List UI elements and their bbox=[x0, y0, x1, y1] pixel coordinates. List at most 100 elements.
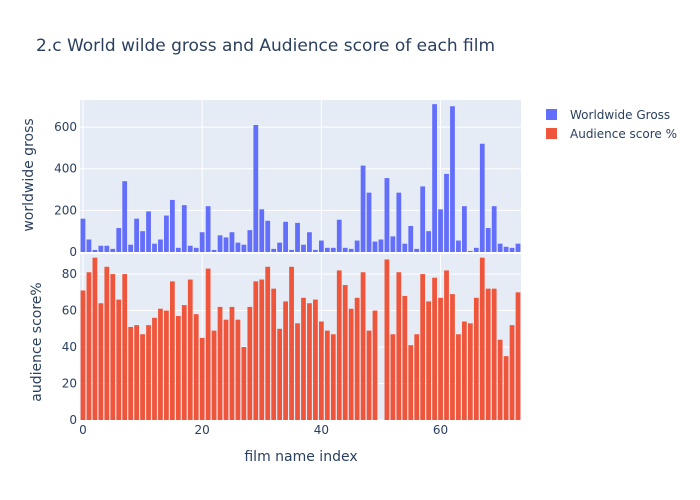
bar[interactable] bbox=[438, 209, 443, 252]
bar[interactable] bbox=[366, 330, 372, 420]
bar[interactable] bbox=[450, 106, 455, 252]
bar[interactable] bbox=[372, 241, 378, 252]
legend[interactable]: Worldwide Gross Audience score % bbox=[546, 108, 677, 141]
bar[interactable] bbox=[432, 277, 437, 420]
bar[interactable] bbox=[104, 266, 110, 420]
bar[interactable] bbox=[164, 215, 169, 252]
bar[interactable] bbox=[467, 250, 473, 252]
bar[interactable] bbox=[104, 245, 110, 252]
bar[interactable] bbox=[259, 209, 265, 252]
bar[interactable] bbox=[277, 242, 283, 252]
bar[interactable] bbox=[384, 259, 390, 420]
bar[interactable] bbox=[283, 301, 288, 420]
bar[interactable] bbox=[86, 272, 92, 420]
bar[interactable] bbox=[318, 321, 324, 420]
bar[interactable] bbox=[396, 272, 402, 420]
bar[interactable] bbox=[175, 316, 181, 420]
bar[interactable] bbox=[450, 294, 455, 420]
bar[interactable] bbox=[92, 257, 98, 420]
bar[interactable] bbox=[509, 247, 515, 252]
bar[interactable] bbox=[211, 330, 217, 420]
bar[interactable] bbox=[390, 334, 396, 420]
bar[interactable] bbox=[253, 124, 259, 252]
bar[interactable] bbox=[342, 285, 348, 420]
bar[interactable] bbox=[426, 231, 432, 252]
bar[interactable] bbox=[497, 339, 503, 420]
bar[interactable] bbox=[140, 231, 145, 252]
bar[interactable] bbox=[462, 206, 467, 252]
bar[interactable] bbox=[241, 244, 247, 252]
bar[interactable] bbox=[223, 319, 229, 420]
bar[interactable] bbox=[342, 247, 348, 252]
bar[interactable] bbox=[479, 143, 485, 252]
bar[interactable] bbox=[354, 240, 360, 252]
bar[interactable] bbox=[384, 178, 390, 252]
legend-label-gross[interactable]: Worldwide Gross bbox=[570, 108, 670, 122]
bar[interactable] bbox=[164, 310, 169, 420]
bar[interactable] bbox=[432, 104, 437, 252]
bar[interactable] bbox=[473, 247, 479, 252]
bar[interactable] bbox=[152, 243, 157, 252]
bar[interactable] bbox=[467, 323, 473, 420]
bar[interactable] bbox=[169, 199, 175, 252]
bar[interactable] bbox=[175, 247, 181, 252]
bar[interactable] bbox=[348, 308, 354, 420]
legend-swatch-gross[interactable] bbox=[546, 109, 557, 120]
bar[interactable] bbox=[313, 249, 318, 252]
bar[interactable] bbox=[122, 274, 128, 420]
bar[interactable] bbox=[271, 248, 277, 252]
bar[interactable] bbox=[193, 247, 199, 252]
bar[interactable] bbox=[390, 236, 396, 252]
bar[interactable] bbox=[187, 245, 193, 252]
bar[interactable] bbox=[360, 272, 366, 420]
bar[interactable] bbox=[348, 248, 354, 252]
bar[interactable] bbox=[509, 325, 515, 420]
bar[interactable] bbox=[503, 356, 509, 420]
bar[interactable] bbox=[491, 288, 497, 420]
bar[interactable] bbox=[295, 323, 300, 420]
bar[interactable] bbox=[205, 268, 211, 420]
bar[interactable] bbox=[479, 257, 485, 420]
bar[interactable] bbox=[247, 230, 253, 252]
bar[interactable] bbox=[485, 228, 491, 252]
bar[interactable] bbox=[366, 192, 372, 252]
bar[interactable] bbox=[336, 270, 342, 420]
bar[interactable] bbox=[223, 237, 229, 252]
bar[interactable] bbox=[456, 240, 461, 252]
bar[interactable] bbox=[98, 245, 104, 252]
bar[interactable] bbox=[301, 297, 306, 420]
bar[interactable] bbox=[396, 192, 402, 252]
bar[interactable] bbox=[515, 292, 521, 420]
bar[interactable] bbox=[265, 266, 271, 420]
bar[interactable] bbox=[181, 305, 187, 420]
bar[interactable] bbox=[318, 240, 324, 252]
bar[interactable] bbox=[295, 222, 300, 252]
bar[interactable] bbox=[289, 266, 294, 420]
bar[interactable] bbox=[80, 290, 86, 420]
bar[interactable] bbox=[181, 205, 187, 252]
bar[interactable] bbox=[330, 247, 336, 252]
bar[interactable] bbox=[324, 247, 330, 252]
bar[interactable] bbox=[462, 321, 467, 420]
bar[interactable] bbox=[229, 306, 235, 420]
bar[interactable] bbox=[283, 221, 288, 252]
bar[interactable] bbox=[485, 288, 491, 420]
bar[interactable] bbox=[372, 310, 378, 420]
bar[interactable] bbox=[414, 248, 420, 252]
bar[interactable] bbox=[193, 314, 199, 420]
bar[interactable] bbox=[235, 242, 241, 252]
bar[interactable] bbox=[360, 165, 366, 252]
bar[interactable] bbox=[92, 249, 98, 252]
bar[interactable] bbox=[497, 243, 503, 252]
bar[interactable] bbox=[134, 218, 139, 252]
bar[interactable] bbox=[307, 232, 312, 252]
bar[interactable] bbox=[414, 334, 420, 420]
bar[interactable] bbox=[354, 297, 360, 420]
bar[interactable] bbox=[229, 232, 235, 252]
bar[interactable] bbox=[134, 325, 139, 420]
bar[interactable] bbox=[259, 279, 265, 420]
bar[interactable] bbox=[253, 281, 259, 420]
bar[interactable] bbox=[402, 295, 408, 420]
bar[interactable] bbox=[199, 232, 205, 252]
bar[interactable] bbox=[515, 243, 521, 252]
